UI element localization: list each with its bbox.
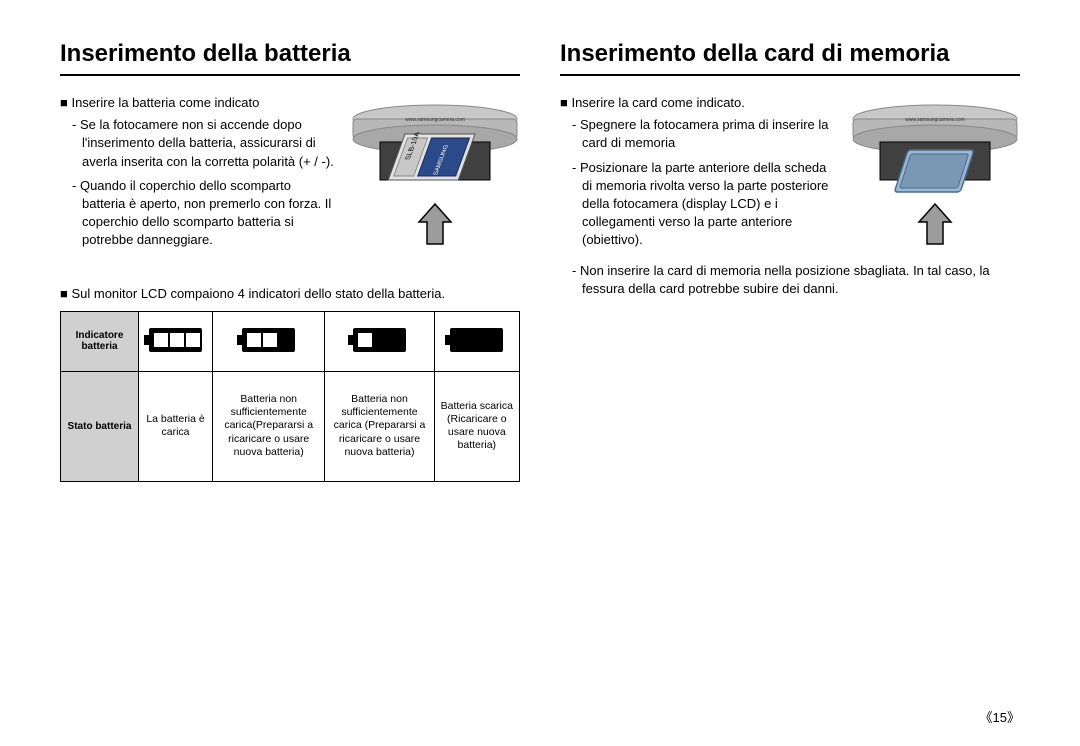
right-column: Inserimento della card di memoria Inseri… [560,40,1020,482]
battery-icon-0 [445,326,508,357]
up-arrow-icon [415,202,455,248]
left-section-row: Inserire la batteria come indicato Se la… [60,94,520,256]
right-bullets-cont: Non inserire la card di memoria nella po… [560,262,1020,298]
batt-icon-cell-0 [139,311,213,371]
status-cell-3: Batteria scarica (Ricaricare o usare nuo… [434,371,519,481]
left-text-col: Inserire la batteria come indicato Se la… [60,94,334,256]
left-heading: Inserire la batteria come indicato [60,94,334,112]
battery-icons-row: Indicatore batteria [61,311,520,371]
left-column: Inserimento della batteria Inserire la b… [60,40,520,482]
battery-icon-2 [237,326,300,357]
page-number: 《15》 [980,707,1020,726]
left-bullet-0: Se la fotocamere non si accende dopo l'i… [72,116,334,171]
right-illustration: www.samsungcamera.com [850,94,1020,256]
right-section-row: Inserire la card come indicato. Spegnere… [560,94,1020,256]
right-title: Inserimento della card di memoria [560,40,1020,76]
status-cell-1: Batteria non sufficientemente carica(Pre… [213,371,325,481]
status-cell-0: La batteria è carica [139,371,213,481]
right-text-col: Inserire la card come indicato. Spegnere… [560,94,834,256]
left-illustration: www.samsungcamera.com SLB-10A SAMSUNG [350,94,520,256]
table-row1-label: Indicatore batteria [61,311,139,371]
battery-icon-3 [144,326,207,357]
batt-icon-cell-3 [434,311,519,371]
right-heading: Inserire la card come indicato. [560,94,834,112]
lcd-note: Sul monitor LCD compaiono 4 indicatori d… [60,286,520,301]
right-bullet-2: Non inserire la card di memoria nella po… [572,262,1020,298]
camera-url-text-r: www.samsungcamera.com [905,117,965,123]
page-container: Inserimento della batteria Inserire la b… [60,40,1020,482]
left-bullets-0: Se la fotocamere non si accende dopo l'i… [60,116,334,249]
batt-icon-cell-1 [213,311,325,371]
up-arrow-icon-r [915,202,955,248]
battery-status-row: Stato batteria La batteria è carica Batt… [61,371,520,481]
right-bullet-0: Spegnere la fotocamera prima di inserire… [572,116,834,152]
camera-url-text: www.samsungcamera.com [405,117,465,123]
battery-table: Indicatore batteria Stato batteria La ba… [60,311,520,482]
battery-icon-1 [348,326,411,357]
left-title: Inserimento della batteria [60,40,520,76]
right-bullet-1: Posizionare la parte anteriore della sch… [572,159,834,250]
status-cell-2: Batteria non sufficientemente carica (Pr… [325,371,434,481]
right-bullets: Spegnere la fotocamera prima di inserire… [560,116,834,249]
table-row2-label: Stato batteria [61,371,139,481]
card-insert-diagram: www.samsungcamera.com [850,94,1020,194]
battery-insert-diagram: www.samsungcamera.com SLB-10A SAMSUNG [350,94,520,194]
batt-icon-cell-2 [325,311,434,371]
left-bullet-1: Quando il coperchio dello scomparto batt… [72,177,334,250]
